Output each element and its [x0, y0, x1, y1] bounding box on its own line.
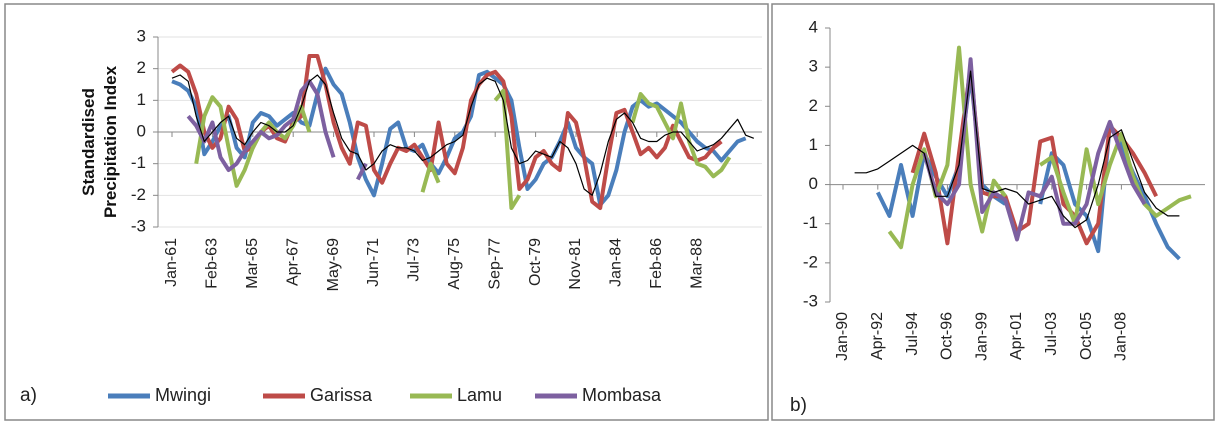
x-tick-label: Jun-71 [365, 238, 382, 287]
panel-a-frame [4, 3, 769, 421]
x-tick-label: Jan-99 [973, 312, 990, 361]
y-axis-title: Standardised Precipitation Index [79, 65, 120, 219]
x-tick-label: Jan-08 [1113, 312, 1130, 361]
x-tick-label: Jul-73 [406, 238, 423, 282]
x-tick-label: Jan-90 [834, 312, 851, 361]
y-tick-label: 4 [809, 17, 818, 36]
y-tick-label: 2 [809, 96, 818, 115]
legend-label: Mombasa [582, 385, 662, 405]
panel-label: b) [790, 395, 807, 416]
y-tick-label: 2 [137, 58, 146, 77]
y-tick-label: -1 [803, 213, 818, 232]
x-tick-label: Oct-96 [939, 312, 956, 360]
panel-label: a) [20, 385, 37, 406]
y-tick-label: 1 [809, 135, 818, 154]
x-tick-label: Aug-75 [446, 238, 463, 290]
x-tick-label: Oct-79 [527, 238, 544, 286]
legend-label: Lamu [457, 385, 502, 405]
x-tick-label: Oct-05 [1078, 312, 1095, 360]
x-tick-label: Apr-67 [284, 238, 301, 286]
x-tick-label: Nov-81 [567, 238, 584, 290]
x-tick-label: Jan-61 [163, 238, 180, 287]
y-tick-label: -3 [131, 216, 146, 235]
legend-label: Garissa [310, 385, 373, 405]
series-line [194, 88, 732, 210]
y-tick-label: 3 [137, 26, 146, 45]
x-tick-label: Jul-94 [904, 312, 921, 356]
x-tick-label: Apr-01 [1008, 312, 1025, 360]
x-tick-label: Feb-63 [204, 238, 221, 289]
y-tick-label: -3 [803, 291, 818, 310]
x-tick-label: May-69 [325, 238, 342, 291]
trend-line [171, 74, 755, 196]
series-line [910, 65, 1158, 246]
series-line [887, 45, 1192, 250]
x-tick-label: Jul-03 [1043, 312, 1060, 356]
y-tick-label: 3 [809, 57, 818, 76]
y-tick-label: -2 [131, 185, 146, 204]
y-tick-label: 1 [137, 90, 146, 109]
x-tick-label: Sep-77 [486, 238, 503, 290]
legend-label: Mwingi [155, 385, 211, 405]
x-tick-label: Feb-86 [648, 238, 665, 289]
series-line [876, 73, 1181, 261]
x-tick-label: Mar-88 [688, 238, 705, 289]
y-tick-label: 0 [137, 121, 146, 140]
trend-line [854, 70, 1180, 229]
series-line [922, 57, 1147, 242]
panel-b-frame [771, 3, 1215, 421]
y-tick-label: 0 [809, 174, 818, 193]
x-tick-label: Jan-84 [608, 238, 625, 287]
y-tick-label: -1 [131, 153, 146, 172]
y-tick-label: -2 [803, 252, 818, 271]
x-tick-label: Mar-65 [244, 238, 261, 289]
x-tick-label: Apr-92 [869, 312, 886, 360]
